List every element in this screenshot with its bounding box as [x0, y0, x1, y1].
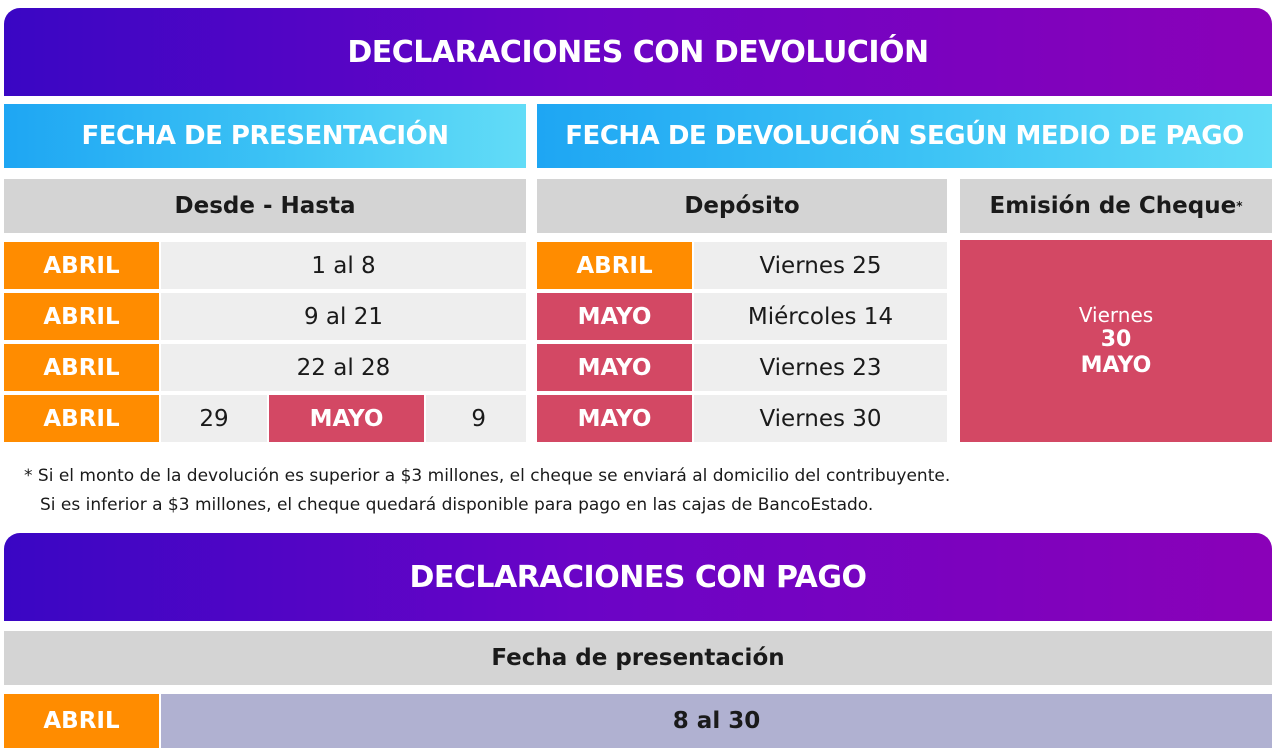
cheque-day: 30 [1100, 327, 1132, 353]
row3-dep-day: Viernes 23 [694, 344, 947, 391]
cheque-header: Emisión de Cheque * [960, 179, 1272, 233]
cheque-date-box: Viernes 30 MAYO [960, 240, 1272, 442]
devolucion-header-label: FECHA DE DEVOLUCIÓN SEGÚN MEDIO DE PAGO [565, 121, 1244, 151]
row3-dep-day-label: Viernes 23 [759, 354, 882, 381]
row4-dep-day-label: Viernes 30 [759, 405, 882, 432]
row1-month: ABRIL [4, 242, 159, 289]
row2-month-label: ABRIL [43, 303, 120, 330]
pago-row-month-label: ABRIL [43, 708, 120, 734]
row3-range: 22 al 28 [161, 344, 526, 391]
pago-row-month: ABRIL [4, 694, 159, 748]
row1-dep-month-label: ABRIL [576, 252, 653, 279]
row3-dep-month-label: MAYO [577, 354, 652, 381]
row2-dep-month-label: MAYO [577, 303, 652, 330]
row4-range-end-label: 9 [471, 405, 486, 432]
devolucion-title: DECLARACIONES CON DEVOLUCIÓN [347, 34, 929, 70]
desde-hasta-label: Desde - Hasta [174, 193, 356, 219]
footnote-line2: Si es inferior a $3 millones, el cheque … [40, 495, 874, 515]
footnote-line1: * Si el monto de la devolución es superi… [24, 466, 951, 486]
row3-dep-month: MAYO [537, 344, 692, 391]
cheque-weekday: Viernes [1078, 303, 1154, 328]
row2-dep-day-label: Miércoles 14 [747, 303, 894, 330]
pago-row-range: 8 al 30 [161, 694, 1272, 748]
row1-dep-day: Viernes 25 [694, 242, 947, 289]
row4-dep-day: Viernes 30 [694, 395, 947, 442]
row4-range-month: MAYO [269, 395, 424, 442]
row4-month-label: ABRIL [43, 405, 120, 432]
cheque-label: Emisión de Cheque [989, 193, 1237, 219]
devolucion-title-banner: DECLARACIONES CON DEVOLUCIÓN [4, 8, 1272, 96]
row1-month-label: ABRIL [43, 252, 120, 279]
row1-range: 1 al 8 [161, 242, 526, 289]
pago-title: DECLARACIONES CON PAGO [409, 559, 867, 595]
row2-dep-day: Miércoles 14 [694, 293, 947, 340]
pago-title-banner: DECLARACIONES CON PAGO [4, 533, 1272, 621]
row4-dep-month-label: MAYO [577, 405, 652, 432]
cheque-footnote-mark: * [1236, 199, 1243, 213]
row1-range-label: 1 al 8 [311, 252, 376, 279]
row2-range-label: 9 al 21 [303, 303, 383, 330]
row4-range-month-label: MAYO [309, 405, 384, 432]
row4-range-start-label: 29 [199, 405, 229, 432]
row4-month: ABRIL [4, 395, 159, 442]
cheque-month: MAYO [1080, 352, 1152, 378]
row2-range: 9 al 21 [161, 293, 526, 340]
row4-dep-month: MAYO [537, 395, 692, 442]
desde-hasta-header: Desde - Hasta [4, 179, 526, 233]
deposito-header: Depósito [537, 179, 947, 233]
row1-dep-day-label: Viernes 25 [759, 252, 882, 279]
presentacion-header: FECHA DE PRESENTACIÓN [4, 104, 526, 168]
row1-dep-month: ABRIL [537, 242, 692, 289]
devolucion-header: FECHA DE DEVOLUCIÓN SEGÚN MEDIO DE PAGO [537, 104, 1272, 168]
pago-col-header: Fecha de presentación [4, 631, 1272, 685]
presentacion-header-label: FECHA DE PRESENTACIÓN [81, 121, 449, 151]
deposito-label: Depósito [684, 193, 800, 219]
row3-month: ABRIL [4, 344, 159, 391]
row4-range-start: 29 [161, 395, 267, 442]
row3-range-label: 22 al 28 [296, 354, 391, 381]
row3-month-label: ABRIL [43, 354, 120, 381]
pago-col-header-label: Fecha de presentación [491, 645, 785, 671]
row2-dep-month: MAYO [537, 293, 692, 340]
row4-range-end: 9 [426, 395, 526, 442]
pago-row-range-label: 8 al 30 [672, 708, 761, 734]
row2-month: ABRIL [4, 293, 159, 340]
